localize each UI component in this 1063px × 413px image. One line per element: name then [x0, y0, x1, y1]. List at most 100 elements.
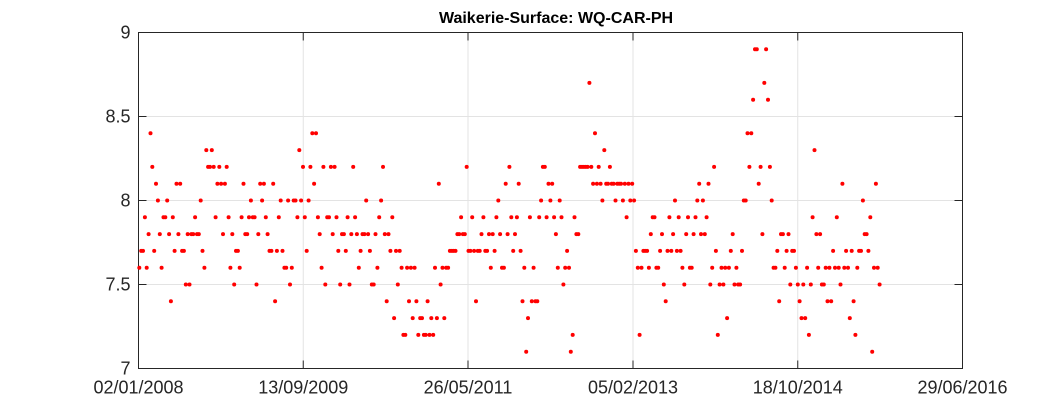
data-point — [680, 265, 685, 270]
chart-title: Waikerie-Surface: WQ-CAR-PH — [439, 10, 673, 27]
data-point — [535, 299, 540, 304]
data-point — [487, 232, 491, 237]
data-point — [529, 299, 534, 304]
data-point — [745, 131, 750, 136]
x-tick-label: 29/06/2016 — [917, 378, 1007, 398]
data-point — [278, 198, 283, 203]
data-point — [263, 215, 268, 220]
data-point — [328, 164, 333, 169]
data-point — [665, 248, 670, 253]
y-tick-label: 8.5 — [105, 107, 130, 127]
data-point — [859, 248, 863, 253]
data-point — [613, 198, 618, 203]
data-point — [150, 164, 155, 169]
data-point — [624, 215, 629, 220]
data-point — [527, 215, 532, 220]
data-point — [245, 232, 250, 237]
data-point — [572, 215, 577, 220]
data-point — [395, 282, 400, 287]
data-point — [829, 299, 834, 304]
data-point — [596, 164, 601, 169]
data-point — [700, 198, 705, 203]
data-point — [211, 164, 216, 169]
data-point — [490, 232, 495, 237]
data-point — [524, 349, 529, 354]
data-point — [472, 248, 477, 253]
data-point — [509, 215, 514, 220]
data-point — [459, 215, 464, 220]
data-point — [468, 248, 473, 253]
data-point — [805, 265, 810, 270]
data-point — [719, 265, 724, 270]
data-point — [310, 131, 315, 136]
data-point — [760, 232, 765, 237]
data-point — [157, 232, 162, 237]
data-point — [539, 198, 544, 203]
data-point — [321, 164, 326, 169]
data-point — [708, 282, 713, 287]
data-point — [823, 265, 828, 270]
data-point — [397, 248, 402, 253]
data-point — [256, 232, 261, 237]
data-point — [622, 181, 627, 186]
data-point — [338, 282, 343, 287]
data-point — [764, 47, 769, 52]
data-point — [728, 248, 733, 253]
data-point — [446, 265, 451, 270]
data-point — [833, 265, 837, 270]
data-point — [648, 232, 653, 237]
data-point — [704, 215, 709, 220]
data-point — [474, 299, 478, 304]
data-point — [697, 181, 702, 186]
data-point — [754, 47, 759, 52]
data-point — [676, 215, 681, 220]
data-point — [503, 181, 508, 186]
data-point — [351, 164, 356, 169]
data-point — [332, 164, 337, 169]
data-point — [159, 265, 164, 270]
data-point — [373, 232, 378, 237]
data-point — [204, 148, 209, 153]
data-point — [732, 282, 737, 287]
data-point — [516, 181, 521, 186]
data-point — [520, 299, 525, 304]
data-point — [280, 248, 285, 253]
data-point — [241, 181, 246, 186]
data-point — [200, 248, 205, 253]
data-point — [293, 198, 298, 203]
data-point — [289, 265, 294, 270]
data-point — [479, 232, 484, 237]
data-point — [544, 215, 549, 220]
y-tick-label: 7 — [120, 359, 130, 379]
data-point — [691, 232, 696, 237]
data-point — [248, 198, 253, 203]
data-point — [550, 181, 555, 186]
data-point — [555, 265, 560, 270]
data-point — [669, 248, 674, 253]
data-point — [181, 248, 186, 253]
data-point — [777, 299, 782, 304]
data-point — [557, 198, 562, 203]
data-point — [873, 181, 878, 186]
data-point — [217, 164, 222, 169]
data-point — [407, 299, 411, 304]
data-point — [780, 232, 785, 237]
data-point — [767, 164, 772, 169]
data-point — [658, 248, 663, 253]
data-point — [868, 215, 873, 220]
data-point — [362, 232, 367, 237]
data-point — [710, 265, 715, 270]
data-point — [561, 282, 566, 287]
data-point — [646, 265, 651, 270]
data-point — [276, 215, 281, 220]
data-point — [518, 248, 523, 253]
data-point — [388, 248, 393, 253]
data-point — [336, 248, 341, 253]
data-point — [170, 215, 175, 220]
data-point — [183, 282, 188, 287]
data-point — [721, 282, 726, 287]
data-point — [410, 316, 415, 321]
data-point — [155, 198, 160, 203]
data-point — [429, 316, 434, 321]
